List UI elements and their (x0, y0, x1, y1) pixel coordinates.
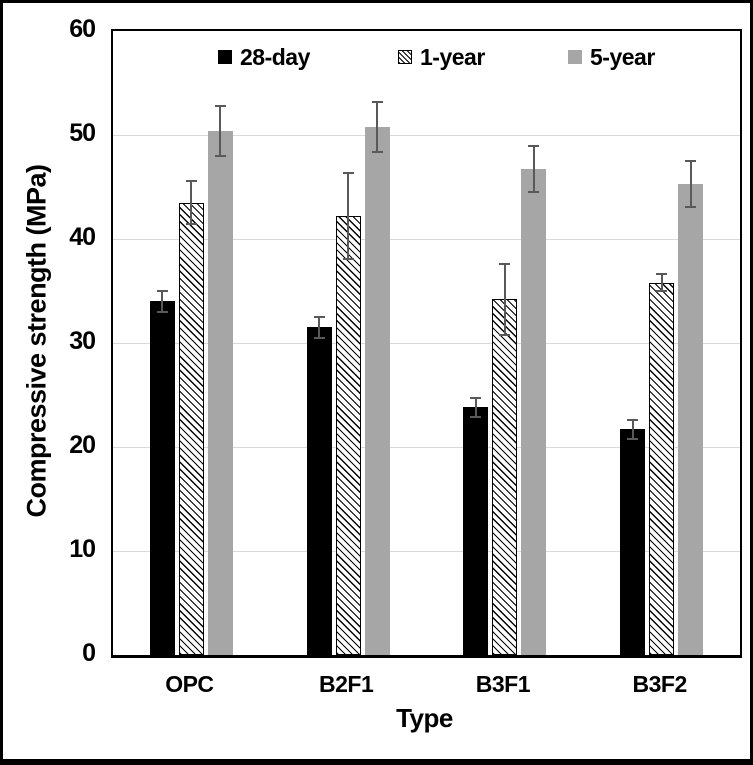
error-bar-1-year-B3F2 (656, 273, 668, 293)
error-bar-1-year-OPC (185, 179, 197, 226)
error-bar-part (474, 397, 477, 418)
x-axis-title: Type (396, 703, 453, 733)
error-bar-part (470, 397, 482, 400)
error-bar-part (660, 273, 663, 293)
gridline-10 (113, 551, 740, 552)
error-bar-part (313, 315, 325, 318)
error-bar-28-day-B2F1 (313, 315, 325, 339)
error-bar-5-year-OPC (214, 104, 226, 157)
x-tick-label-B2F1: B2F1 (319, 671, 374, 697)
error-bar-part (342, 172, 354, 175)
error-bar-28-day-OPC (156, 289, 168, 313)
error-bar-part (685, 159, 697, 162)
error-bar-part (347, 172, 350, 260)
gridline-20 (113, 447, 740, 448)
error-bar-part (499, 262, 511, 265)
error-bar-part (503, 262, 506, 336)
error-bar-part (313, 336, 325, 339)
legend-swatch-icon-solid-black (218, 50, 232, 64)
error-bar-part (376, 100, 379, 153)
legend-item-1-year: 1-year (398, 43, 485, 71)
plot-area: 28-day 1-year 5-year (111, 29, 742, 658)
error-bar-part (656, 273, 668, 276)
error-bar-part (342, 257, 354, 260)
error-bar-28-day-B3F2 (627, 418, 639, 440)
error-bar-1-year-B2F1 (342, 172, 354, 260)
error-bar-part (214, 154, 226, 157)
error-bar-28-day-B3F1 (470, 397, 482, 418)
legend-label: 28-day (240, 43, 310, 70)
error-bar-part (190, 179, 193, 226)
error-bar-part (214, 104, 226, 107)
error-bar-5-year-B3F1 (528, 145, 540, 194)
error-bar-part (318, 315, 321, 339)
error-bar-5-year-B2F1 (371, 100, 383, 153)
error-bar-part (631, 418, 634, 440)
error-bar-part (528, 145, 540, 148)
error-bar-5-year-B3F2 (685, 159, 697, 208)
bar-5-year-B3F2 (678, 183, 704, 655)
error-bar-part (470, 415, 482, 418)
y-tick-label-40: 40 (69, 223, 96, 251)
legend-swatch-icon-hatched (398, 50, 412, 64)
x-tick-label-B3F2: B3F2 (632, 671, 688, 697)
error-bar-part (156, 310, 168, 313)
x-tick-label-OPC: OPC (165, 671, 214, 697)
error-bar-part (219, 104, 222, 157)
error-bar-part (685, 205, 697, 208)
y-tick-label-60: 60 (69, 15, 96, 43)
error-bar-part (627, 418, 639, 421)
legend-swatch-icon-solid-gray (568, 50, 582, 64)
gridline-40 (113, 239, 740, 240)
error-bar-part (528, 191, 540, 194)
bar-1-year-B2F1 (335, 216, 361, 655)
error-bar-part (185, 223, 197, 226)
error-bar-part (656, 290, 668, 293)
bar-1-year-B3F2 (649, 282, 675, 655)
legend-item-5-year: 5-year (568, 43, 655, 71)
bar-5-year-OPC (207, 130, 233, 655)
legend-item-28-day: 28-day (218, 43, 310, 71)
y-tick-label-50: 50 (69, 119, 96, 147)
error-bar-part (371, 150, 383, 153)
y-tick-label-30: 30 (69, 327, 96, 355)
error-bar-part (532, 145, 535, 194)
error-bar-part (185, 179, 197, 182)
bar-28-day-B3F1 (463, 407, 489, 655)
bar-28-day-B2F1 (306, 327, 332, 655)
bar-28-day-OPC (149, 301, 175, 655)
bar-1-year-OPC (178, 202, 204, 655)
error-bar-part (156, 289, 168, 292)
error-bar-part (689, 159, 692, 208)
error-bar-part (161, 289, 164, 313)
legend-label: 1-year (420, 43, 485, 70)
bar-5-year-B3F1 (521, 169, 547, 655)
y-tick-label-0: 0 (82, 639, 96, 667)
bar-1-year-B3F1 (492, 299, 518, 655)
gridline-50 (113, 135, 740, 136)
error-bar-1-year-B3F1 (499, 262, 511, 336)
legend-label: 5-year (590, 43, 655, 70)
bar-5-year-B2F1 (364, 126, 390, 655)
y-tick-label-10: 10 (69, 535, 96, 563)
error-bar-part (627, 437, 639, 440)
gridline-30 (113, 343, 740, 344)
y-tick-label-20: 20 (69, 431, 96, 459)
x-tick-label-B3F1: B3F1 (475, 671, 531, 697)
error-bar-part (371, 100, 383, 103)
bar-28-day-B3F2 (620, 429, 646, 655)
error-bar-part (499, 333, 511, 336)
